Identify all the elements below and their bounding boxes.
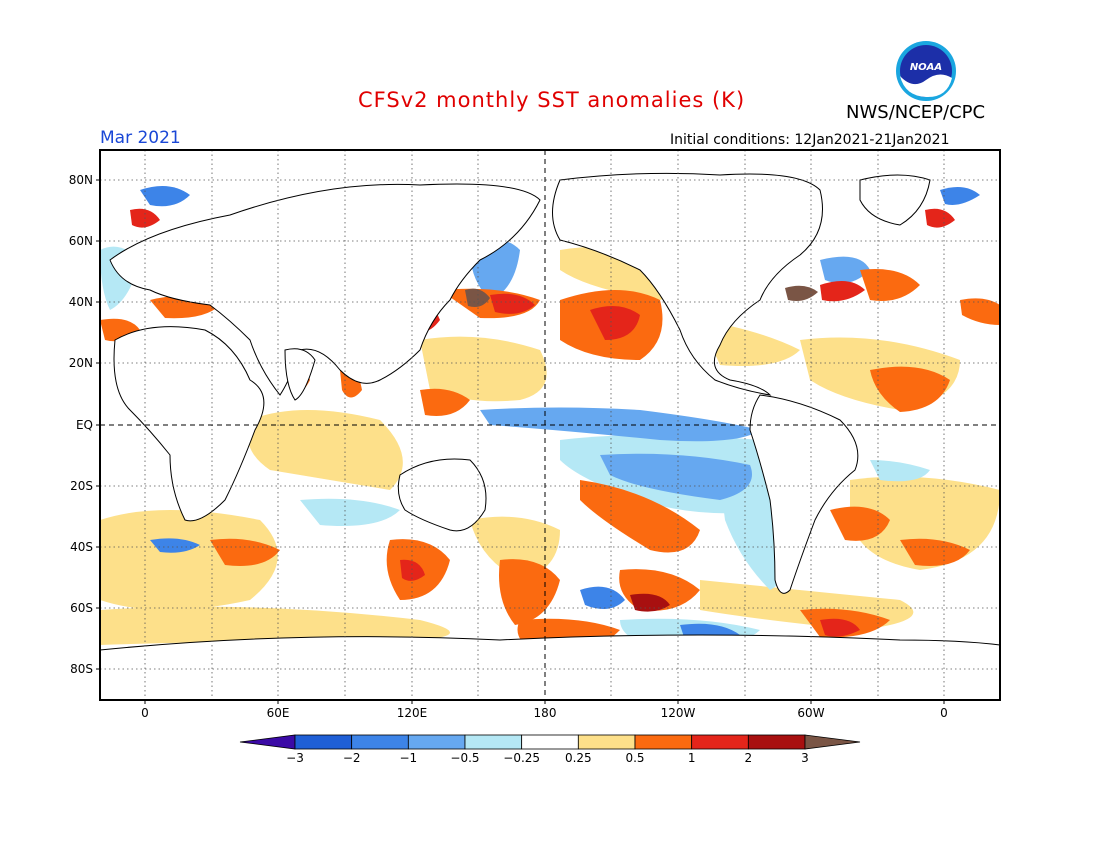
continents <box>99 172 1001 701</box>
lon-label: 180 <box>534 706 557 720</box>
lon-label: 60E <box>267 706 290 720</box>
colorbar-segment <box>691 734 749 750</box>
map-title: CFSv2 monthly SST anomalies (K) <box>358 88 746 112</box>
lat-label: 60N <box>69 234 93 248</box>
colorbar-segment <box>407 734 466 750</box>
initial-conditions: Initial conditions: 12Jan2021-21Jan2021 <box>670 132 950 148</box>
colorbar-tick-label: 1 <box>688 751 696 765</box>
colorbar-segment <box>634 734 693 750</box>
lat-label: 80N <box>69 173 93 187</box>
axis-ticks <box>96 179 945 704</box>
lat-label: 40S <box>70 540 93 554</box>
map-panel <box>99 149 1001 701</box>
lon-label: 120E <box>397 706 428 720</box>
lon-label: 60W <box>797 706 824 720</box>
colorbar-tick-label: −2 <box>343 751 361 765</box>
latitude-labels: 80N 60N 40N 20N EQ 20S 40S 60S 80S <box>69 173 93 676</box>
colorbar-segment <box>294 734 353 750</box>
lat-label: 60S <box>70 601 93 615</box>
colorbar-tick-label: −3 <box>286 751 304 765</box>
colorbar-min-arrow <box>239 734 296 750</box>
colorbar-tick-label: −0.5 <box>450 751 479 765</box>
lat-label: 20N <box>69 356 93 370</box>
colorbar-tick-label: −1 <box>399 751 417 765</box>
lat-label: EQ <box>76 418 93 432</box>
longitude-labels: 0 60E 120E 180 120W 60W 0 <box>141 706 948 720</box>
agency-label: NWS/NCEP/CPC <box>846 102 986 123</box>
colorbar-segment <box>747 734 806 750</box>
colorbar-tick-label: 3 <box>801 751 809 765</box>
forecast-month: Mar 2021 <box>100 128 181 148</box>
lon-label: 0 <box>940 706 948 720</box>
lat-label: 20S <box>70 479 93 493</box>
colorbar-segment <box>577 734 636 750</box>
colorbar-tick-label: 2 <box>745 751 753 765</box>
noaa-logo: NOAA <box>895 40 957 102</box>
colorbar-tick-label: 0.5 <box>625 751 644 765</box>
colorbar-segment <box>351 734 409 750</box>
colorbar-tick-label: 0.25 <box>565 751 592 765</box>
colorbar-max-arrow <box>804 734 861 750</box>
colorbar-segment <box>521 734 579 750</box>
colorbar: −3 −2 −1 −0.5 −0.25 0.25 0.5 1 2 3 <box>239 734 861 765</box>
colorbar-tick-label: −0.25 <box>503 751 540 765</box>
lon-label: 0 <box>141 706 149 720</box>
lat-label: 40N <box>69 295 93 309</box>
lon-label: 120W <box>661 706 696 720</box>
lat-label: 80S <box>70 662 93 676</box>
colorbar-segment <box>464 734 523 750</box>
